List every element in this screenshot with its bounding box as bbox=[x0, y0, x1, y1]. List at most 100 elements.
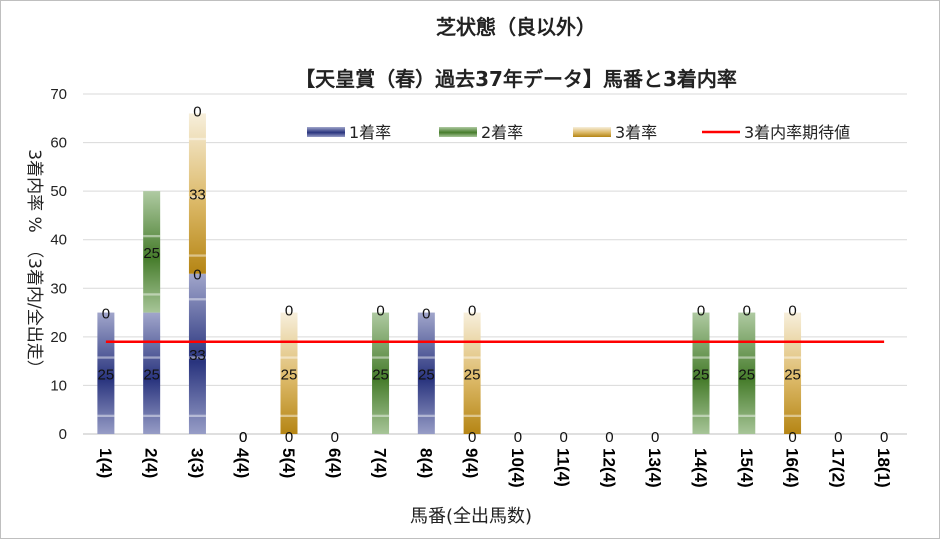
data-label: 0 bbox=[880, 429, 888, 446]
bar-band bbox=[188, 356, 206, 359]
bar-band bbox=[692, 356, 710, 359]
x-tick-label: 1(4) bbox=[96, 448, 115, 478]
bar-band bbox=[188, 414, 206, 417]
data-labels: 25 0 25 25 33 0 33 0 0 0 0 25 0 0 25 0 25 0 0 25 0 0 0 0 0 25 0 25 0… bbox=[98, 103, 889, 446]
chart-title: 芝状態（良以外） bbox=[436, 15, 596, 39]
bar-band bbox=[463, 356, 481, 359]
data-label: 33 bbox=[189, 347, 206, 364]
bar-band bbox=[280, 356, 298, 359]
bar-band bbox=[784, 356, 802, 359]
data-label: 0 bbox=[331, 429, 339, 446]
legend: 1着率 2着率 3着率 3着内率期待値 bbox=[307, 123, 850, 142]
x-tick-label: 14(4) bbox=[691, 448, 710, 488]
data-label: 0 bbox=[102, 306, 110, 323]
y-tick-label: 60 bbox=[50, 135, 67, 152]
bar-band bbox=[738, 414, 756, 417]
x-tick-label: 8(4) bbox=[416, 448, 435, 478]
x-tick-label: 10(4) bbox=[508, 448, 527, 488]
bar-band bbox=[417, 356, 435, 359]
bar-band bbox=[463, 414, 481, 417]
legend-label: 2着率 bbox=[481, 123, 523, 142]
data-label: 0 bbox=[605, 429, 613, 446]
data-label-top: 0 bbox=[697, 303, 705, 320]
x-axis-categories: 1(4) 2(4) 3(3) 4(4) 5(4) 6(4) 7(4) 8(4) 9(4) 10(4… bbox=[96, 448, 893, 488]
x-tick-label: 18(1) bbox=[874, 448, 893, 488]
data-label: 0 bbox=[514, 429, 522, 446]
y-axis-ticks: 0 10 20 30 40 50 60 70 bbox=[50, 86, 67, 443]
bar-band bbox=[97, 356, 115, 359]
bar-band bbox=[143, 414, 161, 417]
y-tick-label: 0 bbox=[59, 426, 67, 443]
legend-label: 3着内率期待値 bbox=[744, 123, 850, 142]
x-tick-label: 15(4) bbox=[737, 448, 756, 488]
data-label-top: 0 bbox=[788, 303, 796, 320]
bar-2-2 bbox=[143, 191, 161, 313]
data-label: 25 bbox=[738, 366, 755, 383]
y-tick-label: 20 bbox=[50, 329, 67, 346]
data-label-top: 0 bbox=[743, 303, 751, 320]
data-label: 0 bbox=[468, 429, 476, 446]
bar-band bbox=[692, 414, 710, 417]
data-label-top: 0 bbox=[193, 103, 201, 120]
data-label: 33 bbox=[189, 187, 206, 204]
bar-band bbox=[372, 414, 390, 417]
data-label: 25 bbox=[464, 366, 481, 383]
x-tick-label: 11(4) bbox=[554, 448, 573, 487]
data-label-top: 0 bbox=[376, 303, 384, 320]
gridlines bbox=[83, 93, 907, 435]
bar-band bbox=[372, 356, 390, 359]
legend-swatch-3 bbox=[573, 127, 611, 137]
x-tick-label: 16(4) bbox=[783, 448, 802, 488]
data-label: 25 bbox=[693, 366, 710, 383]
x-tick-label: 17(2) bbox=[828, 448, 847, 488]
bar-band bbox=[143, 293, 161, 296]
data-label: 25 bbox=[98, 366, 115, 383]
data-label: 0 bbox=[422, 306, 430, 323]
data-label: 0 bbox=[834, 429, 842, 446]
y-tick-label: 10 bbox=[50, 377, 67, 394]
x-tick-label: 2(4) bbox=[142, 448, 161, 478]
x-axis-title: 馬番(全出馬数) bbox=[410, 506, 532, 527]
bar-band bbox=[188, 298, 206, 301]
x-tick-label: 5(4) bbox=[279, 448, 298, 478]
chart-subtitle: 【天皇賞（春）過去37年データ】馬番と3着内率 bbox=[295, 67, 737, 91]
data-label: 0 bbox=[193, 267, 201, 284]
data-label: 25 bbox=[143, 366, 160, 383]
data-label: 0 bbox=[651, 429, 659, 446]
legend-label: 1着率 bbox=[349, 123, 391, 142]
bar-band bbox=[784, 414, 802, 417]
legend-swatch-2 bbox=[439, 127, 477, 137]
data-label: 0 bbox=[239, 429, 247, 446]
bar-1-3 bbox=[188, 273, 206, 434]
bar-band bbox=[188, 254, 206, 257]
data-label-top: 0 bbox=[468, 303, 476, 320]
data-label: 25 bbox=[372, 366, 389, 383]
data-label: 0 bbox=[239, 429, 247, 446]
x-tick-label: 7(4) bbox=[371, 448, 390, 478]
data-label: 25 bbox=[418, 366, 435, 383]
legend-swatch-1 bbox=[307, 127, 345, 137]
x-tick-label: 9(4) bbox=[462, 448, 481, 478]
data-label: 0 bbox=[788, 429, 796, 446]
y-tick-label: 40 bbox=[50, 232, 67, 249]
bar-band bbox=[143, 356, 161, 359]
data-label: 0 bbox=[559, 429, 567, 446]
y-tick-label: 30 bbox=[50, 280, 67, 297]
bar-band bbox=[143, 234, 161, 238]
bar-band bbox=[280, 414, 298, 417]
data-label: 25 bbox=[143, 245, 160, 262]
x-tick-label: 6(4) bbox=[325, 448, 344, 478]
bar-band bbox=[417, 414, 435, 417]
data-label: 25 bbox=[784, 366, 801, 383]
x-tick-label: 4(4) bbox=[233, 448, 252, 478]
x-tick-label: 13(4) bbox=[645, 448, 664, 488]
bar-band bbox=[188, 137, 206, 141]
y-tick-label: 50 bbox=[50, 183, 67, 200]
bar-3-3 bbox=[188, 113, 206, 274]
data-label: 25 bbox=[281, 366, 298, 383]
data-label: 0 bbox=[285, 429, 293, 446]
x-tick-label: 12(4) bbox=[599, 448, 618, 488]
bar-band bbox=[188, 196, 206, 199]
